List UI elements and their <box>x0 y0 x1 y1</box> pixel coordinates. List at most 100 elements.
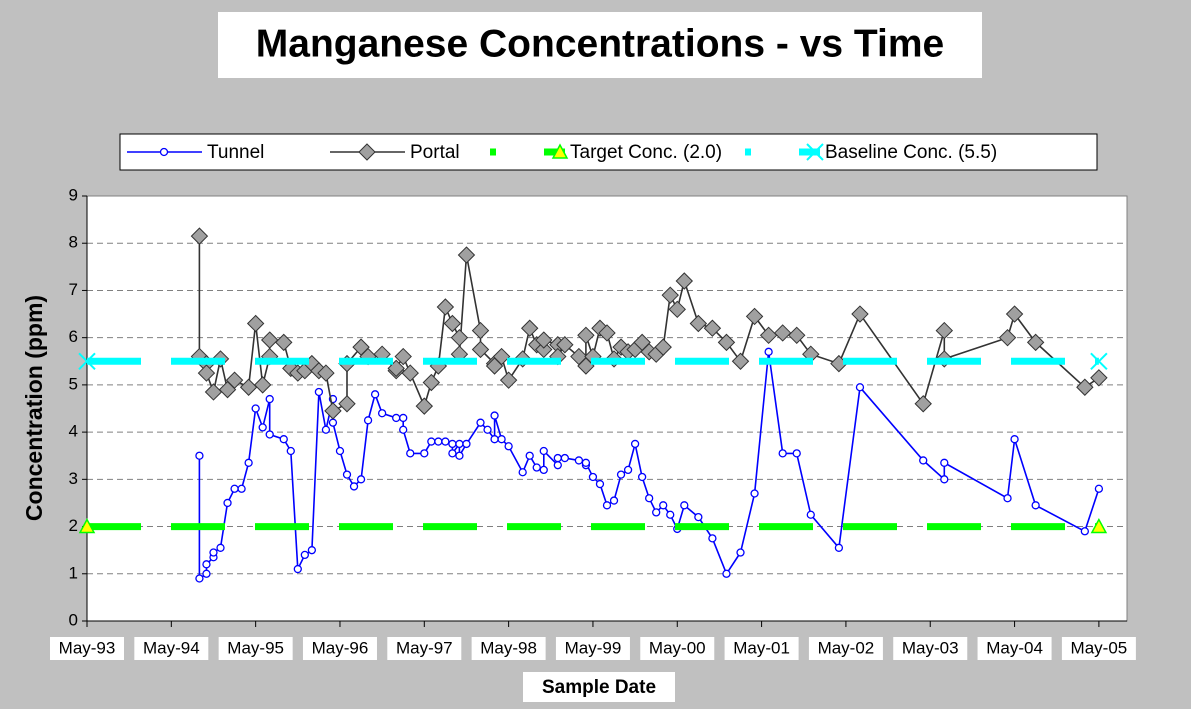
point <box>275 333 293 352</box>
x-tick-label-box <box>893 637 968 660</box>
point <box>551 143 569 159</box>
point <box>258 423 267 432</box>
point <box>401 364 419 382</box>
point <box>1090 369 1108 387</box>
point <box>394 347 412 366</box>
point <box>209 548 218 557</box>
point <box>504 442 513 451</box>
point <box>78 352 96 370</box>
point <box>420 449 429 458</box>
point <box>553 461 562 470</box>
point <box>499 371 518 389</box>
point <box>689 314 708 333</box>
x-label-box <box>523 672 675 702</box>
y-tick-label: 5 <box>69 374 78 393</box>
point <box>645 494 654 503</box>
point <box>406 449 415 458</box>
point <box>356 475 366 484</box>
point <box>1031 501 1040 510</box>
title-box <box>218 12 982 78</box>
point <box>448 449 457 458</box>
point <box>237 484 246 493</box>
point <box>457 246 476 264</box>
point <box>471 340 490 359</box>
x-tick-label-box <box>640 637 715 660</box>
point <box>251 404 260 413</box>
point <box>230 484 239 493</box>
x-axis-label: Sample Date <box>542 677 656 698</box>
point <box>616 470 626 479</box>
x-tick-label-box <box>302 637 377 660</box>
x-tick-label: May-97 <box>396 638 453 657</box>
point <box>788 326 806 345</box>
y-tick-label: 9 <box>69 185 78 204</box>
point <box>471 321 490 340</box>
point <box>851 305 869 323</box>
point <box>998 328 1017 347</box>
point <box>490 435 499 444</box>
point <box>195 574 204 583</box>
point <box>349 482 359 491</box>
point <box>204 383 223 401</box>
point <box>427 437 436 446</box>
legend-box <box>119 133 1098 171</box>
x-tick-label-box <box>977 637 1052 660</box>
marks <box>78 227 1108 583</box>
y-tick-label: 2 <box>69 516 78 535</box>
point <box>223 498 232 508</box>
point <box>525 451 534 460</box>
point <box>225 371 244 389</box>
point <box>1010 435 1019 444</box>
y-tick-label: 4 <box>69 422 78 441</box>
point <box>652 508 661 517</box>
point <box>935 321 954 340</box>
point <box>577 326 595 345</box>
legend-label: Baseline Conc. (5.5) <box>825 142 997 163</box>
point <box>764 347 773 356</box>
point <box>434 437 443 446</box>
x-tick-label: May-03 <box>902 638 959 657</box>
point <box>202 560 211 569</box>
point <box>666 510 675 519</box>
point <box>759 326 778 345</box>
point <box>253 376 272 394</box>
x-tick-label: May-93 <box>59 638 116 657</box>
series-line <box>198 351 1100 580</box>
y-tick-label: 8 <box>69 233 78 252</box>
point <box>518 468 527 477</box>
point <box>745 307 764 326</box>
point <box>560 453 569 463</box>
point <box>358 143 376 161</box>
legend-label: Target Conc. (2.0) <box>570 142 722 163</box>
point <box>399 425 408 434</box>
point <box>370 390 380 399</box>
point <box>778 449 787 458</box>
point <box>532 463 541 472</box>
point <box>717 333 736 352</box>
x-tick-label-box <box>555 637 630 660</box>
point <box>520 319 539 337</box>
point <box>668 300 686 319</box>
y-tick-label: 3 <box>69 469 78 488</box>
point <box>588 472 598 482</box>
x-tick-label: May-00 <box>649 638 706 657</box>
point <box>630 439 640 449</box>
x-tick-label: May-04 <box>986 638 1043 657</box>
legend-label: Portal <box>410 142 460 163</box>
x-tick-label: May-98 <box>480 638 537 657</box>
x-tick-label: May-01 <box>733 638 790 657</box>
point <box>694 512 703 522</box>
point <box>307 546 317 555</box>
point <box>1094 484 1104 493</box>
point <box>1090 352 1108 370</box>
x-tick-label: May-99 <box>565 638 622 657</box>
point <box>490 411 499 420</box>
point <box>387 359 405 378</box>
point <box>159 147 169 157</box>
point <box>539 465 548 475</box>
point <box>422 373 441 392</box>
point <box>623 465 633 475</box>
point <box>195 451 204 460</box>
point <box>661 286 679 304</box>
point <box>279 435 288 444</box>
